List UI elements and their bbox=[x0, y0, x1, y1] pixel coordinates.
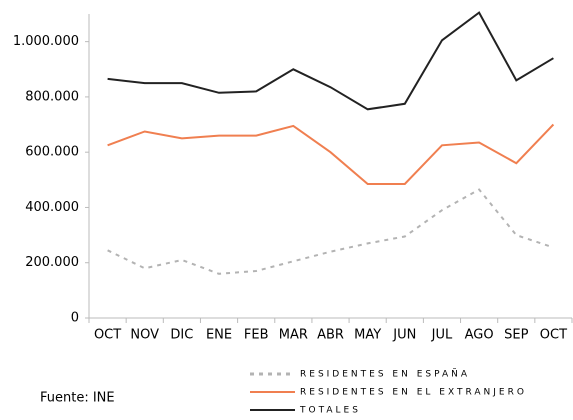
y-tick-label: 600.000 bbox=[25, 145, 79, 160]
x-tick-label: ENE bbox=[206, 328, 232, 343]
line-series bbox=[107, 123, 555, 185]
x-tick-label: SEP bbox=[504, 328, 528, 343]
y-tick-label: 400.000 bbox=[25, 200, 79, 215]
legend-label: RESIDENTES EN ESPAÑA bbox=[300, 369, 470, 380]
y-tick-label: 1.000.000 bbox=[13, 34, 79, 49]
legend-label: RESIDENTES EN EL EXTRANJERO bbox=[300, 388, 527, 398]
x-tick-label: AGO bbox=[465, 328, 494, 343]
x-tick-label: ABR bbox=[317, 328, 344, 343]
line-series bbox=[107, 11, 554, 111]
y-tick-label: 200.000 bbox=[25, 255, 79, 270]
x-tick-label: FEB bbox=[244, 328, 269, 343]
line-series bbox=[107, 188, 554, 275]
x-tick-label: OCT bbox=[94, 328, 121, 343]
source: Fuente: INE bbox=[40, 391, 115, 406]
y-tick-label: 800.000 bbox=[25, 89, 79, 104]
x-tick-label: MAR bbox=[279, 328, 308, 343]
x-tick-label: MAY bbox=[354, 328, 381, 343]
x-tick-label: NOV bbox=[130, 328, 159, 343]
y-tick-label: 0 bbox=[71, 311, 79, 326]
x-tick-label: OCT bbox=[540, 328, 567, 343]
x-tick-label: JUN bbox=[392, 328, 416, 343]
x-tick-label: DIC bbox=[170, 328, 193, 343]
x-tick-label: JUL bbox=[431, 328, 453, 343]
legend-label: TOTALES bbox=[299, 406, 361, 416]
